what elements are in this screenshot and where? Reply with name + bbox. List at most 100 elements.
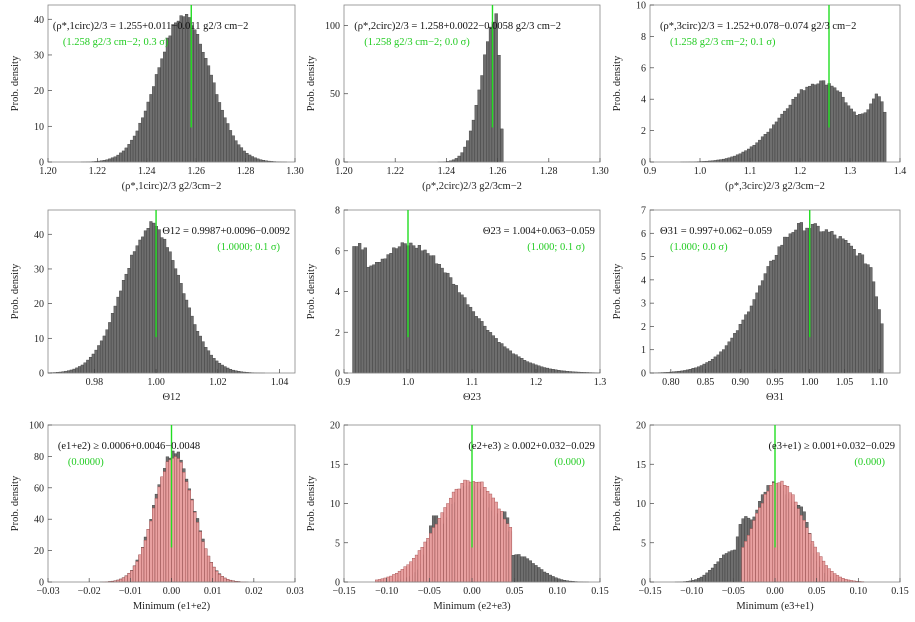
x-axis-label: Θ12 — [162, 392, 180, 403]
x-tick-label: 1.22 — [89, 166, 107, 177]
histogram-bar — [756, 143, 759, 162]
histogram-bar — [119, 153, 122, 162]
y-tick-label: 10 — [636, 1, 646, 12]
histogram-bar — [731, 551, 734, 582]
histogram-bar-min — [767, 491, 770, 582]
histogram-bar — [700, 577, 703, 582]
histogram-bar — [204, 347, 207, 373]
histogram-bar-min — [769, 485, 772, 582]
posterior-annotation: (ρ*,2circ)2/3 = 1.258+0.0022−0.0058 g2/3… — [354, 21, 561, 32]
histogram-bar — [130, 255, 133, 373]
histogram-bar-min — [803, 520, 806, 582]
histogram-bar — [878, 97, 881, 162]
histogram-bar — [557, 579, 560, 582]
histogram-bar — [552, 576, 555, 582]
histogram-bar — [475, 316, 478, 373]
histogram-bar — [469, 307, 472, 373]
histogram-bar-min — [418, 550, 421, 582]
y-tick-label: 60 — [34, 483, 44, 494]
histogram-bar-min — [466, 481, 469, 582]
histogram-bar-min — [161, 477, 164, 582]
histogram-bar — [246, 153, 249, 162]
x-tick-label: 1.4 — [894, 166, 907, 177]
histogram-bar — [697, 578, 700, 582]
histogram-bar — [355, 246, 358, 373]
histogram-bar — [783, 237, 786, 373]
histogram-bar — [689, 369, 692, 373]
truth-annotation: (1.000; 0.1 σ) — [527, 242, 585, 253]
histogram-bar — [742, 320, 745, 373]
y-tick-label: 20 — [636, 421, 646, 432]
histogram-bar-min — [204, 549, 207, 582]
histogram-bar — [839, 236, 842, 373]
histogram-bar — [744, 315, 747, 373]
histogram-bar — [97, 345, 100, 373]
histogram-bar — [144, 231, 147, 373]
histogram-bar — [196, 331, 199, 373]
y-tick-label: 0 — [39, 369, 44, 380]
histogram-bar-min — [452, 492, 455, 582]
histogram-bar — [739, 524, 742, 582]
histogram-bar — [552, 369, 555, 373]
histogram-bar — [731, 157, 734, 162]
histogram-bar-min — [136, 561, 139, 582]
histogram-bar — [557, 370, 560, 373]
histogram-bar — [163, 52, 166, 162]
histogram-bar — [728, 158, 731, 162]
histogram-bar — [819, 81, 822, 162]
histogram-bar-min — [150, 521, 153, 582]
histogram-bar — [794, 97, 797, 162]
histogram-bar — [117, 155, 120, 162]
y-tick-label: 0 — [335, 578, 340, 589]
histogram-bar — [853, 249, 856, 373]
x-axis-label: Minimum (e1+e2) — [133, 601, 211, 612]
histogram-bar — [769, 129, 772, 162]
histogram-bar — [248, 155, 251, 162]
x-tick-label: −0.05 — [722, 586, 745, 597]
histogram-bar — [125, 148, 128, 162]
y-tick-label: 20 — [34, 86, 44, 97]
histogram-bar — [169, 36, 172, 162]
histogram-bar — [543, 572, 546, 582]
histogram-bar — [458, 293, 461, 373]
histogram-bar — [856, 115, 859, 162]
x-tick-label: 1.00 — [147, 377, 165, 388]
x-tick-label: 1.0 — [694, 166, 707, 177]
histogram-bar-min — [489, 494, 492, 582]
y-tick-label: 2 — [641, 322, 646, 333]
histogram-bar — [711, 568, 714, 582]
histogram-bar — [472, 120, 475, 162]
histogram-bar — [858, 114, 861, 162]
histogram-bar — [193, 30, 196, 162]
histogram-bar-min — [415, 555, 418, 582]
x-axis-label: Θ23 — [463, 392, 481, 403]
histogram-bar — [794, 230, 797, 373]
histogram-bar — [409, 243, 412, 373]
y-tick-label: 3 — [641, 299, 646, 310]
histogram-bar — [736, 155, 739, 162]
histogram-bar-min — [166, 462, 169, 582]
x-tick-label: 1.2 — [794, 166, 807, 177]
histogram-bar — [150, 221, 153, 373]
histogram-bar-min — [191, 500, 194, 582]
histogram-bar-min — [441, 513, 444, 582]
histogram-bar — [733, 156, 736, 162]
histogram-bar — [714, 564, 717, 582]
histogram-bar — [717, 355, 720, 373]
histogram-bar — [188, 17, 191, 162]
histogram-bar — [850, 246, 853, 373]
x-axis-label: Minimum (e3+e1) — [736, 601, 814, 612]
histogram-bar — [444, 273, 447, 373]
histogram-bar — [711, 359, 714, 373]
x-tick-label: 1.1 — [744, 166, 757, 177]
x-tick-label: 0.15 — [591, 586, 609, 597]
histogram-bar — [108, 159, 111, 162]
histogram-bar — [204, 58, 207, 162]
histogram-bar — [836, 91, 839, 162]
histogram-bar — [781, 114, 784, 162]
histogram-bar — [803, 231, 806, 373]
truth-annotation: (1.258 g2/3 cm−2; 0.0 σ) — [364, 37, 470, 48]
